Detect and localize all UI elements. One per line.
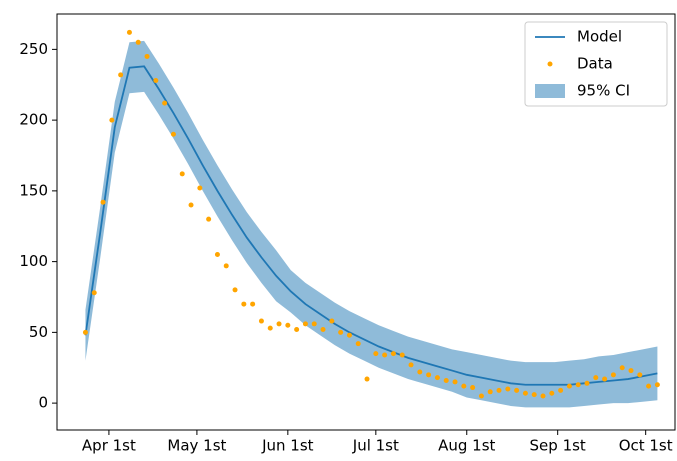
data-point	[346, 332, 352, 338]
data-point	[540, 393, 546, 399]
data-point	[646, 383, 652, 389]
data-point	[593, 375, 599, 381]
data-point	[285, 322, 291, 328]
data-point	[135, 39, 141, 45]
data-point	[619, 365, 625, 371]
data-point	[505, 386, 511, 392]
legend-patch	[535, 84, 565, 98]
y-tick-label: 250	[19, 40, 48, 58]
data-point	[426, 372, 432, 378]
data-point	[584, 380, 590, 386]
data-point	[241, 301, 247, 307]
data-point	[558, 387, 564, 393]
data-point	[628, 368, 634, 374]
y-tick-label: 50	[29, 323, 48, 341]
data-point	[338, 329, 344, 335]
data-point	[602, 376, 608, 382]
data-point	[197, 185, 203, 191]
data-point	[267, 325, 273, 331]
data-point	[250, 301, 256, 307]
data-point	[417, 369, 423, 375]
data-point	[399, 352, 405, 358]
data-point	[549, 390, 555, 396]
data-point	[329, 318, 335, 324]
data-point	[514, 387, 520, 393]
y-tick-label: 0	[38, 394, 48, 412]
data-point	[188, 202, 194, 208]
data-point	[258, 318, 264, 324]
data-point	[496, 387, 502, 393]
data-point	[478, 393, 484, 399]
legend-label: 95% CI	[577, 82, 630, 100]
data-point	[461, 383, 467, 389]
data-point	[610, 372, 616, 378]
data-point	[179, 171, 185, 177]
data-point	[390, 351, 396, 357]
data-point	[311, 321, 317, 327]
data-point	[144, 53, 150, 59]
x-tick-label: Sep 1st	[530, 437, 586, 455]
data-point	[452, 379, 458, 385]
data-point	[206, 216, 212, 222]
data-point	[162, 100, 168, 106]
data-point	[276, 321, 282, 327]
data-point	[522, 390, 528, 396]
data-point	[153, 78, 159, 84]
data-point	[487, 389, 493, 395]
data-point	[382, 352, 388, 358]
data-point	[531, 392, 537, 398]
data-point	[91, 290, 97, 296]
data-point	[126, 29, 132, 35]
y-tick-label: 100	[19, 252, 48, 270]
x-tick-label: Jun 1st	[261, 437, 314, 455]
plot-frame	[56, 13, 676, 431]
legend-label: Model	[577, 28, 622, 46]
y-tick-label: 150	[19, 181, 48, 199]
data-point	[294, 327, 300, 333]
y-tick-label: 200	[19, 111, 48, 129]
data-point	[443, 377, 449, 383]
data-point	[364, 376, 370, 382]
x-tick-label: Aug 1st	[438, 437, 495, 455]
data-point	[637, 372, 643, 378]
x-tick-label: May 1st	[167, 437, 226, 455]
model-line	[84, 65, 658, 386]
data-point	[408, 362, 414, 368]
data-point	[355, 341, 361, 347]
data-point	[223, 263, 229, 269]
data-point	[470, 385, 476, 391]
data-point	[566, 383, 572, 389]
data-point	[232, 287, 238, 293]
data-point	[82, 329, 88, 335]
legend-label: Data	[577, 55, 613, 73]
x-tick-label: Oct 1st	[619, 437, 673, 455]
data-point	[373, 351, 379, 357]
data-point	[170, 131, 176, 137]
data-point	[654, 382, 660, 388]
data-point	[214, 252, 220, 258]
data-point	[302, 321, 308, 327]
data-point	[575, 382, 581, 388]
data-point	[100, 199, 106, 205]
data-point	[320, 327, 326, 333]
x-tick-label: Jul 1st	[352, 437, 399, 455]
legend-dot	[547, 61, 553, 67]
x-tick-label: Apr 1st	[82, 437, 136, 455]
data-point	[118, 72, 124, 78]
ci-band	[85, 40, 658, 408]
data-point	[434, 375, 440, 381]
data-point	[109, 117, 115, 123]
